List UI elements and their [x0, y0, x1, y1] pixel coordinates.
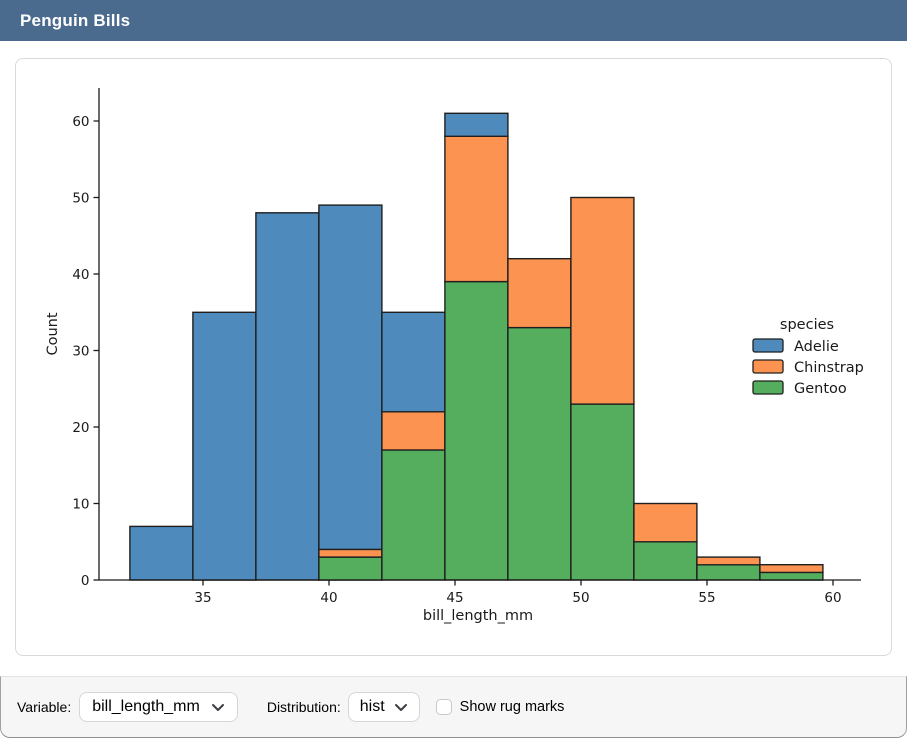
- variable-select[interactable]: bill_length_mm: [79, 692, 238, 722]
- x-axis-label: bill_length_mm: [423, 608, 533, 624]
- legend-title: species: [780, 317, 834, 333]
- distribution-select[interactable]: hist: [347, 692, 420, 722]
- y-tick-label: 50: [72, 190, 89, 206]
- histogram-bar-segment: [507, 326, 572, 581]
- y-tick-label: 60: [72, 114, 89, 130]
- footer-toolbar: Variable: bill_length_mm Distribution: h…: [0, 676, 907, 738]
- distribution-label: Distribution:: [266, 699, 341, 715]
- chevron-down-icon: [394, 703, 407, 711]
- histogram-bar-segment: [381, 311, 446, 413]
- y-tick-label: 40: [72, 267, 89, 283]
- show-rug-checkbox[interactable]: [435, 699, 452, 715]
- x-tick-label: 60: [824, 590, 841, 606]
- histogram-bar-segment: [696, 556, 761, 566]
- histogram-bar-segment: [570, 196, 635, 405]
- histogram-bar-segment: [633, 502, 698, 543]
- x-tick-label: 35: [194, 590, 211, 606]
- histogram-bar-segment: [318, 556, 383, 581]
- app-title: Penguin Bills: [20, 10, 131, 30]
- histogram-bar-segment: [444, 280, 509, 581]
- show-rug-label[interactable]: Show rug marks: [459, 699, 565, 715]
- x-tick-label: 50: [572, 590, 589, 606]
- histogram-bar-segment: [570, 403, 635, 581]
- variable-select-value: bill_length_mm: [92, 698, 200, 715]
- y-tick-label: 20: [72, 420, 89, 436]
- histogram-bar-segment: [381, 449, 446, 581]
- histogram-bar-segment: [696, 564, 761, 581]
- legend-swatch: [752, 359, 784, 374]
- histogram-bar-segment: [318, 204, 383, 551]
- chevron-down-icon: [211, 703, 224, 711]
- histogram-bar-segment: [507, 257, 572, 329]
- histogram-bar-segment: [444, 135, 509, 283]
- histogram-bar-segment: [759, 564, 824, 574]
- x-tick-label: 55: [698, 590, 715, 606]
- legend-label: Chinstrap: [794, 360, 864, 376]
- y-tick-label: 10: [72, 496, 89, 512]
- legend-label: Adelie: [794, 339, 839, 355]
- distribution-select-value: hist: [359, 698, 385, 715]
- histogram-bar-segment: [633, 541, 698, 581]
- title-bar: Penguin Bills: [0, 0, 907, 41]
- legend-label: Gentoo: [794, 381, 847, 397]
- x-tick-label: 40: [320, 590, 337, 606]
- y-axis-label: Count: [45, 312, 61, 355]
- chart-panel: 0 10 20 30 40 50 60 35 40 45 50 55 60 bill_length_mm C…: [15, 58, 892, 656]
- legend-swatch: [752, 380, 784, 395]
- y-tick-label: 30: [72, 343, 89, 359]
- histogram-bar-segment: [381, 411, 446, 451]
- histogram-bar-segment: [444, 112, 509, 137]
- y-tick-label: 0: [81, 573, 90, 589]
- legend-swatch: [752, 338, 784, 353]
- histogram-bar-segment: [759, 571, 824, 581]
- histogram-bar-segment: [318, 548, 383, 558]
- histogram-bar-segment: [255, 212, 320, 581]
- histogram-bar-segment: [129, 525, 194, 581]
- variable-label: Variable:: [17, 699, 72, 715]
- x-tick-label: 45: [446, 590, 463, 606]
- histogram-chart: 0 10 20 30 40 50 60 35 40 45 50 55 60 bill_length_mm C…: [45, 88, 864, 624]
- histogram-bar-segment: [192, 311, 257, 581]
